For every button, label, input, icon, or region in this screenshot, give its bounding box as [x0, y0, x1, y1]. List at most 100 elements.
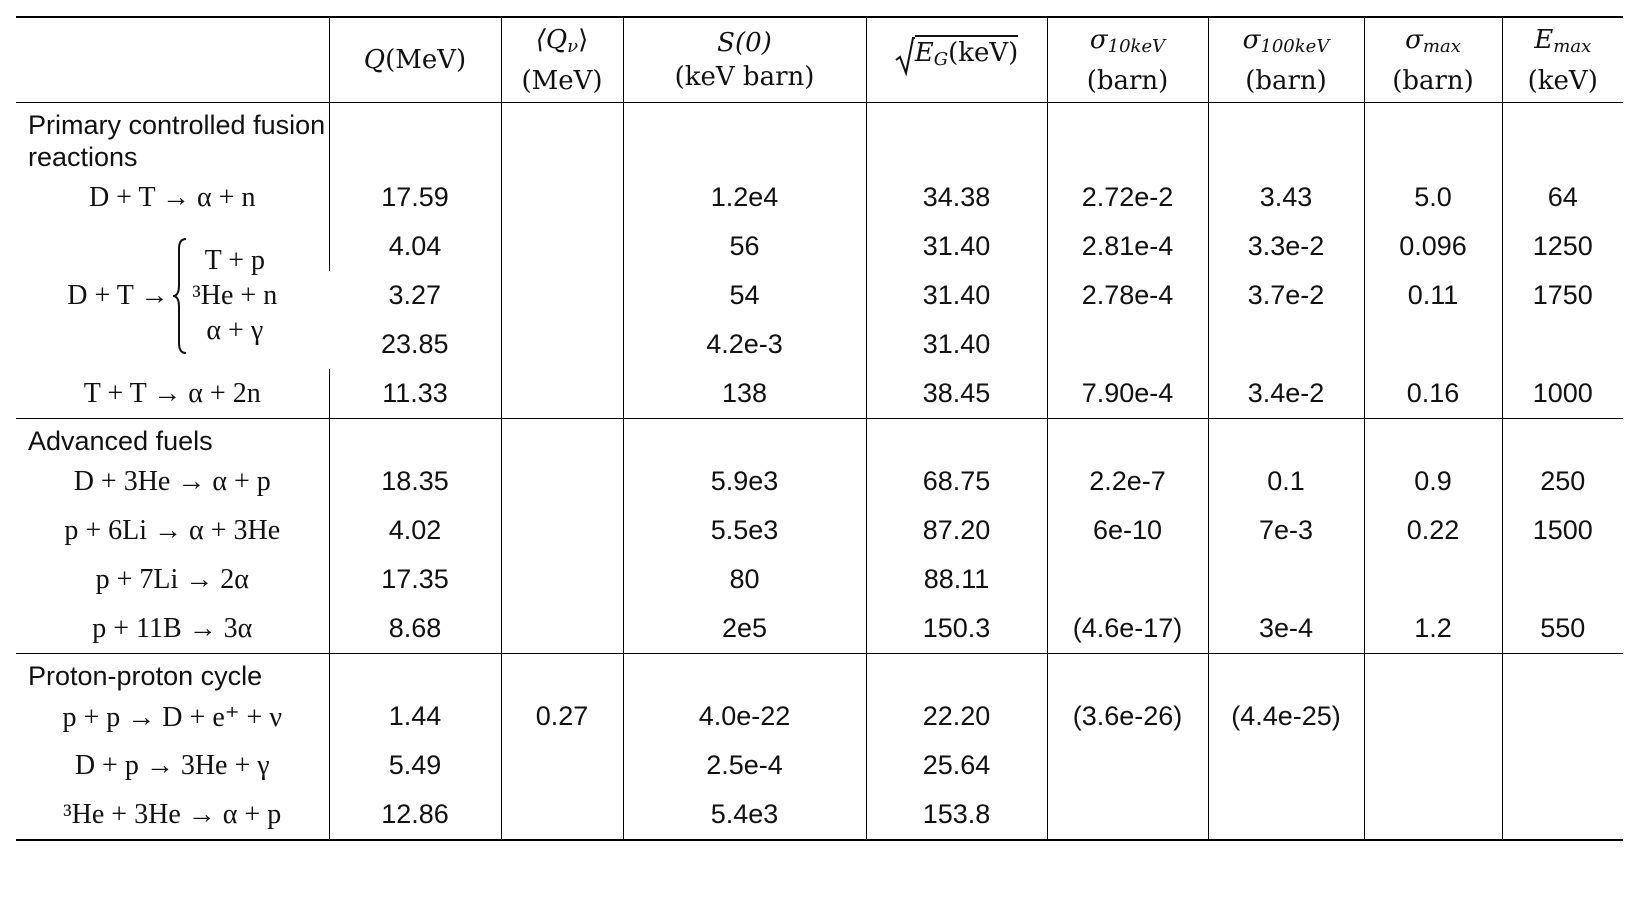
symbol: σ	[1405, 24, 1423, 55]
value-cell: 0.096	[1363, 222, 1502, 271]
value-cell: 250	[1501, 457, 1623, 506]
value-cell	[1501, 555, 1623, 604]
value-cell	[1207, 741, 1364, 790]
value-cell: 5.5e3	[622, 506, 866, 555]
empty-cell	[328, 418, 501, 457]
value-cell	[500, 173, 623, 222]
value-cell: 11.33	[328, 369, 501, 419]
value-cell: 25.64	[865, 741, 1047, 790]
value-cell	[500, 320, 623, 369]
fusion-table: Q(MeV) ⟨Qν⟩ (MeV) S(0) (keV barn) EG(keV) …	[16, 16, 1623, 841]
value-cell	[1363, 320, 1502, 369]
subscript: ν	[567, 35, 579, 57]
section-title: Advanced fuels	[16, 418, 329, 457]
data-row: 23.85 4.2e-3 31.40	[16, 320, 1623, 369]
value-cell: 88.11	[865, 555, 1047, 604]
value-cell	[1363, 692, 1502, 741]
value-cell	[500, 555, 623, 604]
empty-cell	[865, 653, 1047, 692]
value-cell	[1207, 790, 1364, 840]
unit: (keV)	[948, 38, 1019, 69]
unit: (barn)	[1086, 65, 1169, 96]
unit: (MeV)	[521, 65, 603, 96]
value-cell	[1501, 320, 1623, 369]
reaction-cell: p + 11B → 3α	[92, 612, 253, 644]
value-cell: 31.40	[865, 320, 1047, 369]
value-cell: 3e-4	[1207, 604, 1364, 654]
value-cell: 2.72e-2	[1046, 173, 1208, 222]
value-cell	[1501, 692, 1623, 741]
data-row: D + T → T + p ³He + n α + γ 4.04 56 31.40 2.81e…	[16, 222, 1623, 354]
value-cell: 7e-3	[1207, 506, 1364, 555]
symbol: E	[914, 38, 934, 69]
data-row: T + T → α + 2n 11.33 138 38.45 7.90e-4 3.4e-2…	[16, 369, 1623, 419]
value-cell	[1046, 790, 1208, 840]
value-cell	[1501, 790, 1623, 840]
symbol: σ	[1089, 24, 1108, 55]
value-cell	[1046, 555, 1208, 604]
empty-cell	[1046, 418, 1208, 457]
value-cell: 5.9e3	[622, 457, 866, 506]
value-cell: 87.20	[865, 506, 1047, 555]
value-cell	[1363, 741, 1502, 790]
value-cell: 4.02	[328, 506, 501, 555]
value-cell: 17.35	[328, 555, 501, 604]
value-cell	[500, 790, 623, 840]
value-cell: 1000	[1501, 369, 1623, 419]
empty-cell	[1046, 102, 1208, 173]
value-cell: 1.2	[1363, 604, 1502, 654]
data-row: p + 6Li → α + 3He 4.02 5.5e3 87.20 6e-10 7e-3…	[16, 506, 1623, 555]
unit: (barn)	[1392, 65, 1474, 96]
unit: (barn)	[1245, 65, 1327, 96]
branch-list: T + p ³He + n α + γ	[192, 243, 277, 348]
symbol: Q	[363, 45, 386, 75]
value-cell: 1250	[1501, 222, 1623, 271]
empty-cell	[1046, 653, 1208, 692]
subscript: G	[933, 49, 949, 71]
value-cell: 4.04	[328, 222, 501, 271]
value-cell: 1.44	[328, 692, 501, 741]
unit: (keV)	[1527, 65, 1598, 96]
value-cell: 153.8	[865, 790, 1047, 840]
value-cell: 4.0e-22	[622, 692, 866, 741]
value-cell: (4.6e-17)	[1046, 604, 1208, 654]
empty-cell	[622, 418, 866, 457]
data-row: 3.27 54 31.40 2.78e-4 3.7e-2 0.11 1750	[16, 271, 1623, 320]
value-cell: 3.4e-2	[1207, 369, 1364, 419]
section-row: Primary controlled fusion reactions	[16, 102, 1623, 173]
value-cell: 80	[622, 555, 866, 604]
data-row: p + 11B → 3α 8.68 2e5 150.3 (4.6e-17) 3e-4 1.2…	[16, 604, 1623, 654]
header-cell	[16, 17, 329, 103]
header-cell: ⟨Qν⟩ (MeV)	[500, 17, 623, 103]
value-cell: 138	[622, 369, 866, 419]
subscript: max	[1553, 35, 1592, 57]
unit: (keV barn)	[674, 62, 815, 92]
empty-cell	[865, 418, 1047, 457]
reaction-cell: D + T → T + p ³He + n α + γ	[16, 222, 329, 369]
value-cell: 23.85	[380, 329, 449, 359]
empty-cell	[622, 102, 866, 173]
branch: T + p	[204, 245, 265, 276]
symbol: S(0)	[717, 28, 772, 58]
value-cell: 5.4e3	[622, 790, 866, 840]
value-cell: 0.27	[500, 692, 623, 741]
value-cell: 8.68	[328, 604, 501, 654]
value-cell	[1046, 320, 1208, 369]
value-cell	[1363, 790, 1502, 840]
value-cell: 5.49	[328, 741, 501, 790]
value-cell	[1046, 741, 1208, 790]
empty-cell	[500, 102, 623, 173]
brace	[173, 237, 187, 354]
value-cell: 0.16	[1363, 369, 1502, 419]
value-cell: 2.5e-4	[622, 741, 866, 790]
symbol: σ	[1242, 24, 1261, 55]
value-cell: 1500	[1501, 506, 1623, 555]
empty-cell	[500, 418, 623, 457]
data-row: D + T → α + n 17.59 1.2e4 34.38 2.72e-2 3.43 5…	[16, 173, 1623, 222]
reaction-prefix: D + T →	[67, 279, 169, 311]
header-cell: EG(keV)	[865, 17, 1047, 103]
value-cell: 56	[622, 222, 866, 271]
empty-cell	[1207, 653, 1364, 692]
reaction-cell: D + 3He → α + p	[73, 465, 271, 497]
reaction-cell: ³He + 3He → α + p	[63, 798, 282, 830]
